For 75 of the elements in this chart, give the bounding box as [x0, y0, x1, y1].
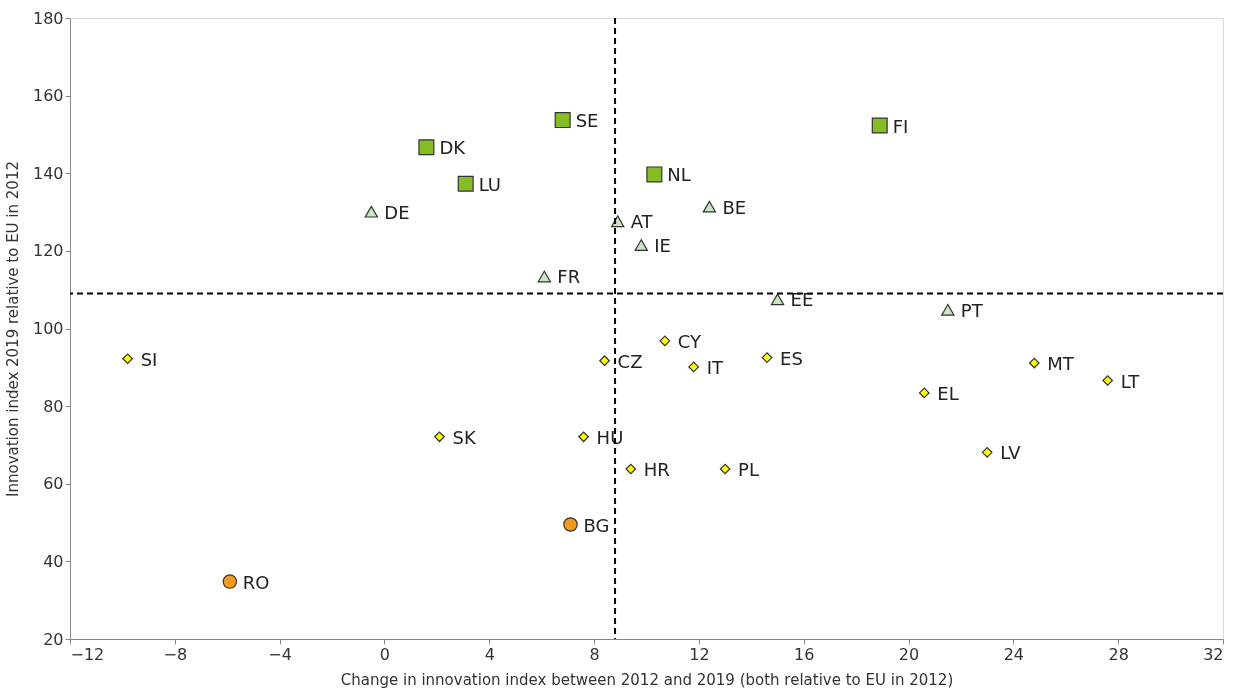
data-label: LU [478, 173, 501, 195]
data-label: FI [892, 115, 909, 137]
y-tick-label: 20 [43, 629, 64, 649]
y-tick-label: 60 [43, 474, 64, 494]
point [761, 352, 773, 363]
point [659, 335, 671, 347]
y-tick-label: 120 [32, 241, 64, 261]
data-label: RO [242, 571, 270, 593]
point [625, 463, 637, 475]
point [364, 205, 379, 218]
point [457, 175, 474, 192]
point [918, 387, 930, 399]
x-tick-label: −4 [268, 644, 292, 664]
point [222, 574, 238, 589]
point [418, 139, 435, 156]
data-label: MT [1047, 353, 1075, 375]
point [634, 239, 648, 251]
point [688, 361, 700, 373]
point [434, 431, 445, 443]
data-label: BE [722, 196, 747, 218]
point [122, 353, 133, 365]
y-axis-title: Innovation index 2019 relative to EU in 2012 [3, 161, 22, 497]
point [981, 446, 993, 458]
point [871, 117, 888, 134]
data-label: CZ [617, 350, 643, 372]
x-axis-title: Change in innovation index between 2012 and 2019 (both relative to EU in 2012) [340, 670, 954, 689]
data-label: SI [140, 348, 158, 370]
x-tick-label: 16 [794, 644, 815, 664]
data-label: IE [654, 235, 671, 257]
data-label: SE [575, 110, 599, 132]
point [770, 293, 785, 306]
y-tick-label: 180 [32, 8, 64, 28]
y-tick-label: 40 [43, 551, 64, 571]
data-label: ES [780, 347, 803, 369]
point [599, 355, 610, 367]
data-label: PT [960, 299, 984, 321]
y-tick-label: 140 [32, 163, 64, 183]
point [941, 303, 955, 316]
x-tick-label: −8 [163, 644, 188, 664]
y-tick-label: 160 [32, 86, 64, 106]
data-label: BG [583, 514, 610, 536]
data-label: SK [452, 426, 477, 448]
x-tick-label: −12 [70, 644, 105, 664]
data-label: DE [384, 201, 410, 223]
point [1102, 375, 1114, 386]
point [537, 270, 552, 283]
data-label: LV [1000, 442, 1022, 464]
point [563, 517, 578, 532]
data-label: HR [643, 459, 670, 480]
x-tick-label: 28 [1108, 644, 1129, 664]
x-tick-label: 0 [379, 644, 391, 664]
data-label: AT [630, 211, 654, 233]
data-label: PL [738, 459, 759, 480]
data-label: FR [557, 266, 581, 288]
point [1028, 357, 1040, 369]
x-tick-label: 32 [1203, 644, 1224, 664]
point [702, 200, 717, 213]
y-tick-label: 100 [32, 319, 64, 338]
point [646, 166, 663, 183]
x-tick-label: 24 [1003, 644, 1025, 664]
data-label: DK [439, 137, 467, 159]
data-label: CY [677, 330, 703, 352]
point [719, 463, 731, 475]
y-tick-label: 80 [43, 396, 64, 416]
x-tick-label: 12 [689, 644, 710, 664]
data-label: LT [1120, 370, 1141, 392]
x-tick-label: 20 [898, 644, 920, 664]
data-label: HU [596, 426, 624, 448]
data-label: EL [937, 382, 959, 404]
data-label: NL [667, 164, 691, 186]
point [554, 112, 571, 129]
point [578, 431, 589, 443]
x-tick-label: 8 [589, 644, 600, 664]
data-label: IT [706, 356, 724, 378]
x-tick-label: 4 [484, 644, 495, 664]
